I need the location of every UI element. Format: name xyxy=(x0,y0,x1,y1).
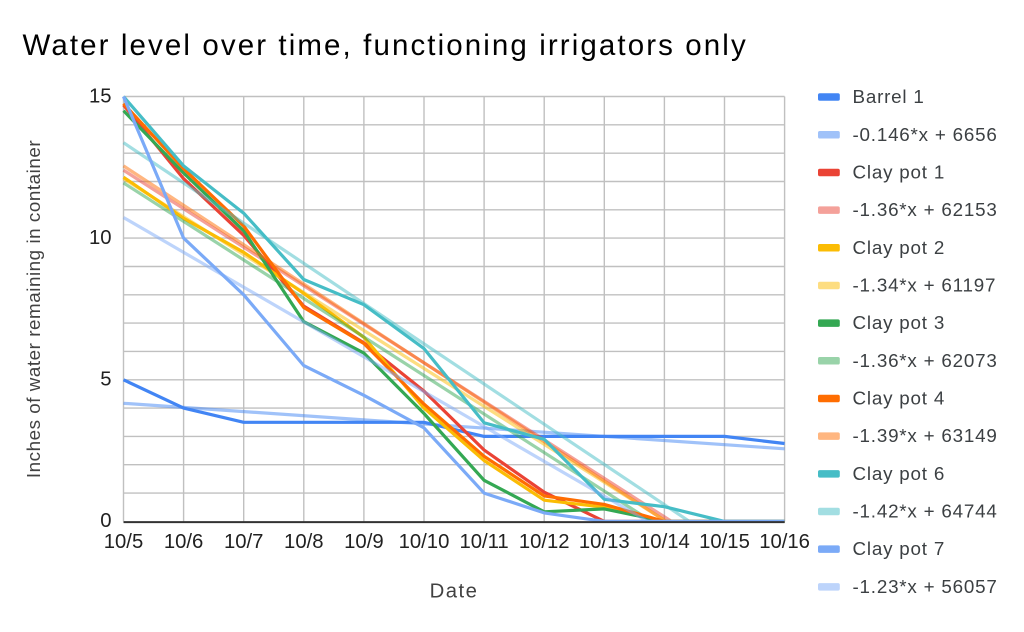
svg-text:10/11: 10/11 xyxy=(459,531,508,553)
svg-text:10/6: 10/6 xyxy=(164,531,203,553)
svg-text:10: 10 xyxy=(89,227,112,249)
svg-text:10/5: 10/5 xyxy=(104,531,143,553)
svg-text:Water level over time, functio: Water level over time, functioning irrig… xyxy=(23,29,748,62)
svg-text:10/7: 10/7 xyxy=(224,531,263,553)
svg-text:Clay pot 7: Clay pot 7 xyxy=(853,538,946,559)
svg-text:10/9: 10/9 xyxy=(344,531,383,553)
svg-text:15: 15 xyxy=(89,85,112,107)
svg-text:Inches of water remaining in c: Inches of water remaining in container xyxy=(23,140,44,478)
svg-text:10/13: 10/13 xyxy=(579,531,630,553)
svg-text:10/12: 10/12 xyxy=(519,531,570,553)
svg-text:10/14: 10/14 xyxy=(639,531,690,553)
svg-text:-1.36*x + 62153: -1.36*x + 62153 xyxy=(853,199,998,220)
svg-text:-1.23*x + 56057: -1.23*x + 56057 xyxy=(853,576,998,597)
svg-text:-1.34*x + 61197: -1.34*x + 61197 xyxy=(853,275,997,296)
svg-text:Barrel 1: Barrel 1 xyxy=(853,86,925,107)
svg-text:0: 0 xyxy=(100,510,111,532)
svg-text:10/15: 10/15 xyxy=(699,531,750,553)
svg-text:Clay pot 4: Clay pot 4 xyxy=(853,388,946,409)
svg-text:Date: Date xyxy=(430,581,479,603)
svg-text:Clay pot 2: Clay pot 2 xyxy=(853,237,946,258)
svg-text:-0.146*x + 6656: -0.146*x + 6656 xyxy=(853,124,998,145)
svg-text:Clay pot 3: Clay pot 3 xyxy=(853,312,946,333)
svg-text:-1.42*x + 64744: -1.42*x + 64744 xyxy=(853,501,998,522)
svg-text:-1.39*x + 63149: -1.39*x + 63149 xyxy=(853,425,998,446)
svg-text:10/8: 10/8 xyxy=(284,531,323,553)
svg-text:Clay pot 1: Clay pot 1 xyxy=(853,162,946,183)
svg-text:-1.36*x + 62073: -1.36*x + 62073 xyxy=(853,350,998,371)
svg-text:5: 5 xyxy=(100,369,111,391)
svg-text:10/16: 10/16 xyxy=(759,531,810,553)
svg-text:10/10: 10/10 xyxy=(399,531,450,553)
svg-text:Clay pot 6: Clay pot 6 xyxy=(853,463,946,484)
